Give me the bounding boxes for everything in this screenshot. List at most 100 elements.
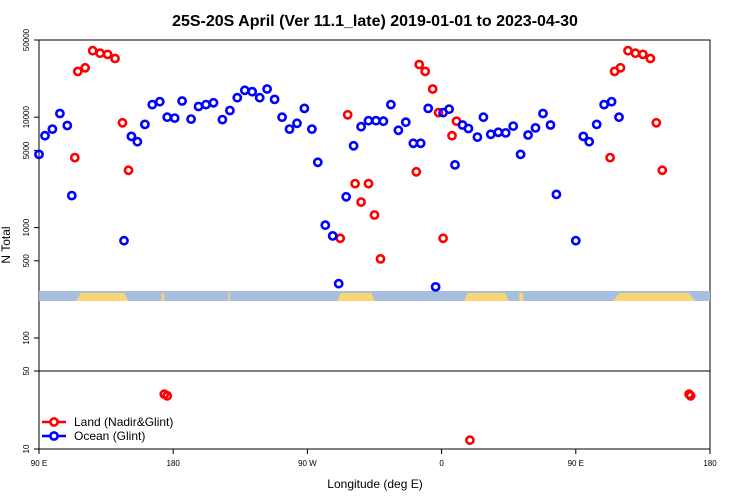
- ocean-point: [614, 112, 624, 123]
- land-point: [95, 48, 105, 59]
- land-series: [69, 45, 696, 446]
- land-point: [651, 117, 662, 128]
- ocean-point: [400, 117, 411, 128]
- land-point: [117, 117, 128, 128]
- ocean-point: [66, 190, 77, 201]
- legend-label: Ocean (Glint): [74, 429, 145, 443]
- ocean-point: [154, 96, 165, 107]
- ocean-point: [55, 108, 65, 119]
- ocean-point: [132, 136, 143, 147]
- land-point: [69, 152, 80, 163]
- ocean-point: [193, 101, 204, 112]
- land-point: [80, 62, 91, 73]
- land-point: [123, 165, 134, 176]
- land-point: [375, 253, 386, 264]
- ocean-point: [493, 127, 504, 138]
- ocean-point: [40, 130, 50, 141]
- ocean-point: [186, 114, 196, 124]
- ocean-point: [584, 136, 595, 147]
- land-region: [161, 293, 165, 301]
- ocean-point: [232, 92, 243, 103]
- ocean-point: [578, 131, 589, 142]
- y-axis: 50000 10000 5000 1000 500 100 50 10: [22, 28, 39, 453]
- x-axis: 90 E 180 90 W 0 90 E 180: [31, 449, 717, 468]
- land-point: [464, 435, 475, 446]
- x-axis-label: Longitude (deg E): [327, 477, 422, 491]
- legend: Land (Nadir&Glint)Ocean (Glint): [42, 415, 173, 443]
- land-ocean-band: [39, 291, 710, 301]
- chart-title: 25S-20S April (Ver 11.1_late) 2019-01-01…: [172, 13, 578, 30]
- x-tick-label: 90 E: [568, 459, 584, 468]
- ocean-band: [39, 291, 710, 301]
- x-tick-label: 180: [703, 459, 717, 468]
- ocean-point: [523, 130, 533, 140]
- x-tick-label: 90 E: [31, 459, 47, 468]
- legend-item: Land (Nadir&Glint): [42, 415, 173, 429]
- ocean-point: [312, 157, 323, 168]
- ocean-point: [430, 281, 441, 292]
- land-point: [350, 178, 360, 189]
- ocean-point: [393, 125, 404, 136]
- x-tick-label: 180: [167, 459, 181, 468]
- ocean-point: [217, 114, 228, 125]
- ocean-point: [348, 140, 359, 151]
- land-point: [411, 166, 422, 177]
- ocean-point: [599, 99, 609, 110]
- ocean-point: [508, 121, 519, 131]
- land-point: [162, 390, 173, 401]
- ocean-point: [363, 115, 374, 126]
- land-region: [337, 293, 375, 301]
- ocean-point: [320, 220, 331, 231]
- ocean-point: [606, 96, 617, 107]
- ocean-point: [530, 123, 541, 133]
- land-region: [519, 293, 524, 301]
- ocean-point: [570, 235, 581, 246]
- land-point: [605, 152, 615, 163]
- ocean-point: [306, 124, 317, 135]
- ocean-point: [463, 123, 474, 134]
- ocean-point: [224, 105, 235, 116]
- ocean-point: [423, 103, 434, 114]
- plot-area: [38, 39, 711, 450]
- land-point: [414, 59, 425, 70]
- x-tick-label: 0: [439, 459, 444, 468]
- ocean-point: [450, 159, 460, 170]
- y-tick-label: 100: [22, 331, 31, 345]
- y-axis-label: N Total: [0, 226, 13, 263]
- land-region: [228, 293, 230, 301]
- ocean-point: [139, 119, 150, 130]
- ocean-point: [62, 120, 73, 131]
- ocean-point: [254, 92, 265, 103]
- ocean-point: [341, 191, 352, 202]
- ocean-point: [126, 131, 137, 142]
- ocean-point: [162, 112, 173, 123]
- land-point: [447, 130, 457, 141]
- land-point: [342, 109, 353, 120]
- land-point: [356, 197, 366, 207]
- plot-frame: [38, 39, 711, 450]
- ocean-point: [591, 119, 602, 130]
- ocean-point: [551, 189, 562, 200]
- ocean-point: [177, 96, 187, 106]
- ocean-point: [239, 85, 250, 96]
- ocean-point: [356, 121, 366, 132]
- ocean-point: [385, 99, 396, 110]
- land-region: [613, 293, 696, 301]
- y-tick-label: 500: [22, 254, 31, 268]
- ocean-point: [119, 235, 129, 246]
- ocean-point: [444, 104, 454, 115]
- y-tick-label: 10: [22, 444, 31, 453]
- ocean-point: [208, 97, 219, 108]
- y-tick-label: 1000: [22, 218, 31, 236]
- land-region: [463, 293, 509, 301]
- ocean-point: [500, 127, 511, 138]
- ocean-point: [292, 118, 302, 129]
- ocean-point: [47, 124, 58, 135]
- legend-label: Land (Nadir&Glint): [74, 415, 173, 429]
- ocean-point: [478, 112, 489, 123]
- land-point: [438, 233, 448, 244]
- ocean-point: [147, 99, 158, 110]
- series-layer: [34, 45, 696, 446]
- land-point: [638, 49, 648, 60]
